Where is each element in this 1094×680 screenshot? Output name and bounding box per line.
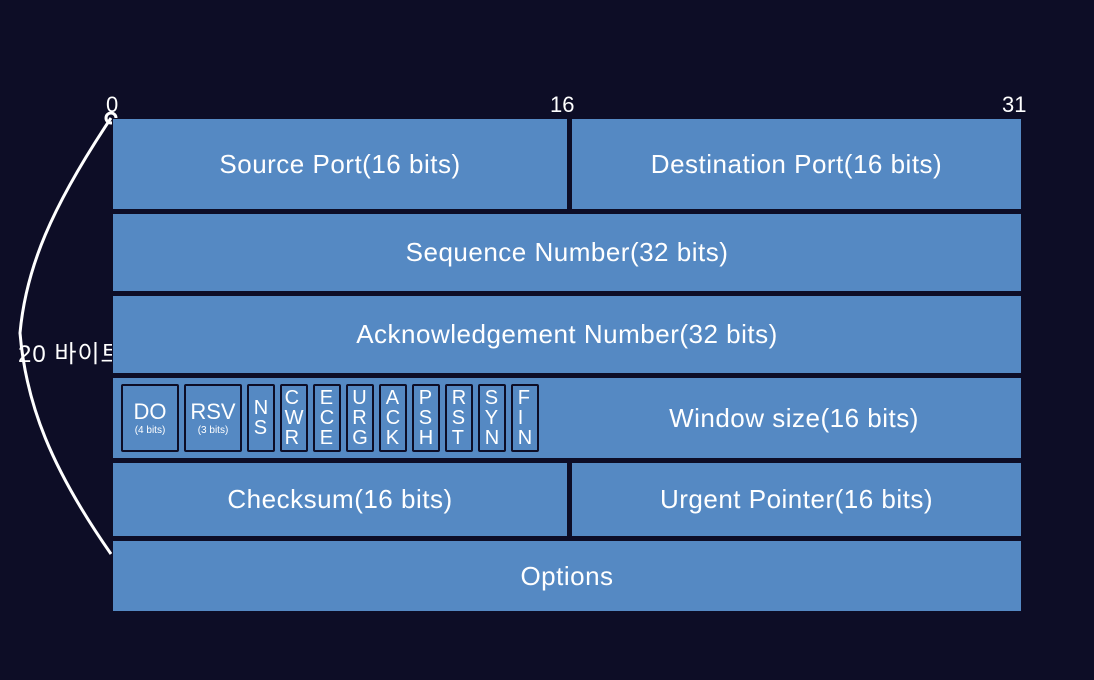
label: Destination Port(16 bits) xyxy=(651,149,942,180)
field-window-size: Window size(16 bits) xyxy=(567,378,1021,458)
label: URG xyxy=(352,388,368,448)
field-ack-number: Acknowledgement Number(32 bits) xyxy=(113,296,1021,373)
flag-psh: PSH xyxy=(412,384,440,452)
field-urgent-pointer: Urgent Pointer(16 bits) xyxy=(567,463,1021,536)
flag-syn: SYN xyxy=(478,384,506,452)
flag-ece: ECE xyxy=(313,384,341,452)
field-reserved: RSV (3 bits) xyxy=(184,384,242,452)
field-checksum: Checksum(16 bits) xyxy=(113,463,567,536)
flag-urg: URG xyxy=(346,384,374,452)
flag-rst: RST xyxy=(445,384,473,452)
tcp-header-diagram: Source Port(16 bits) Destination Port(16… xyxy=(112,118,1022,612)
bit-label-16: 16 xyxy=(550,92,574,118)
label: Acknowledgement Number(32 bits) xyxy=(356,319,778,350)
label: Checksum(16 bits) xyxy=(227,484,452,515)
row-checksum-urgptr: Checksum(16 bits) Urgent Pointer(16 bits… xyxy=(113,463,1021,541)
label: DO xyxy=(134,401,167,423)
flag-ack: ACK xyxy=(379,384,407,452)
row-ack: Acknowledgement Number(32 bits) xyxy=(113,296,1021,378)
label: Source Port(16 bits) xyxy=(219,149,460,180)
sublabel: (4 bits) xyxy=(135,425,166,436)
label: Sequence Number(32 bits) xyxy=(406,237,729,268)
header-size-label: 20 바이트 xyxy=(18,334,124,369)
flag-fin: FIN xyxy=(511,384,539,452)
label: SYN xyxy=(485,388,499,448)
label: RSV xyxy=(190,401,235,423)
bit-label-31: 31 xyxy=(1002,92,1026,118)
field-dest-port: Destination Port(16 bits) xyxy=(567,119,1021,209)
label: RST xyxy=(452,388,466,448)
sublabel: (3 bits) xyxy=(198,425,229,436)
field-data-offset: DO (4 bits) xyxy=(121,384,179,452)
label: NS xyxy=(254,398,268,438)
field-sequence-number: Sequence Number(32 bits) xyxy=(113,214,1021,291)
flags-area: DO (4 bits) RSV (3 bits) NS CWR ECE URG … xyxy=(113,378,567,458)
row-ports: Source Port(16 bits) Destination Port(16… xyxy=(113,119,1021,214)
label: Urgent Pointer(16 bits) xyxy=(660,484,933,515)
label: ACK xyxy=(386,388,400,448)
flag-cwr: CWR xyxy=(280,384,308,452)
label: Window size(16 bits) xyxy=(669,403,919,434)
row-options: Options xyxy=(113,541,1021,611)
field-options: Options xyxy=(113,541,1021,611)
label: CWR xyxy=(285,388,304,448)
flag-ns: NS xyxy=(247,384,275,452)
label: ECE xyxy=(320,388,334,448)
label: FIN xyxy=(518,388,532,448)
row-flags-window: DO (4 bits) RSV (3 bits) NS CWR ECE URG … xyxy=(113,378,1021,463)
row-seq: Sequence Number(32 bits) xyxy=(113,214,1021,296)
label: PSH xyxy=(419,388,433,448)
field-source-port: Source Port(16 bits) xyxy=(113,119,567,209)
label: Options xyxy=(520,561,613,592)
